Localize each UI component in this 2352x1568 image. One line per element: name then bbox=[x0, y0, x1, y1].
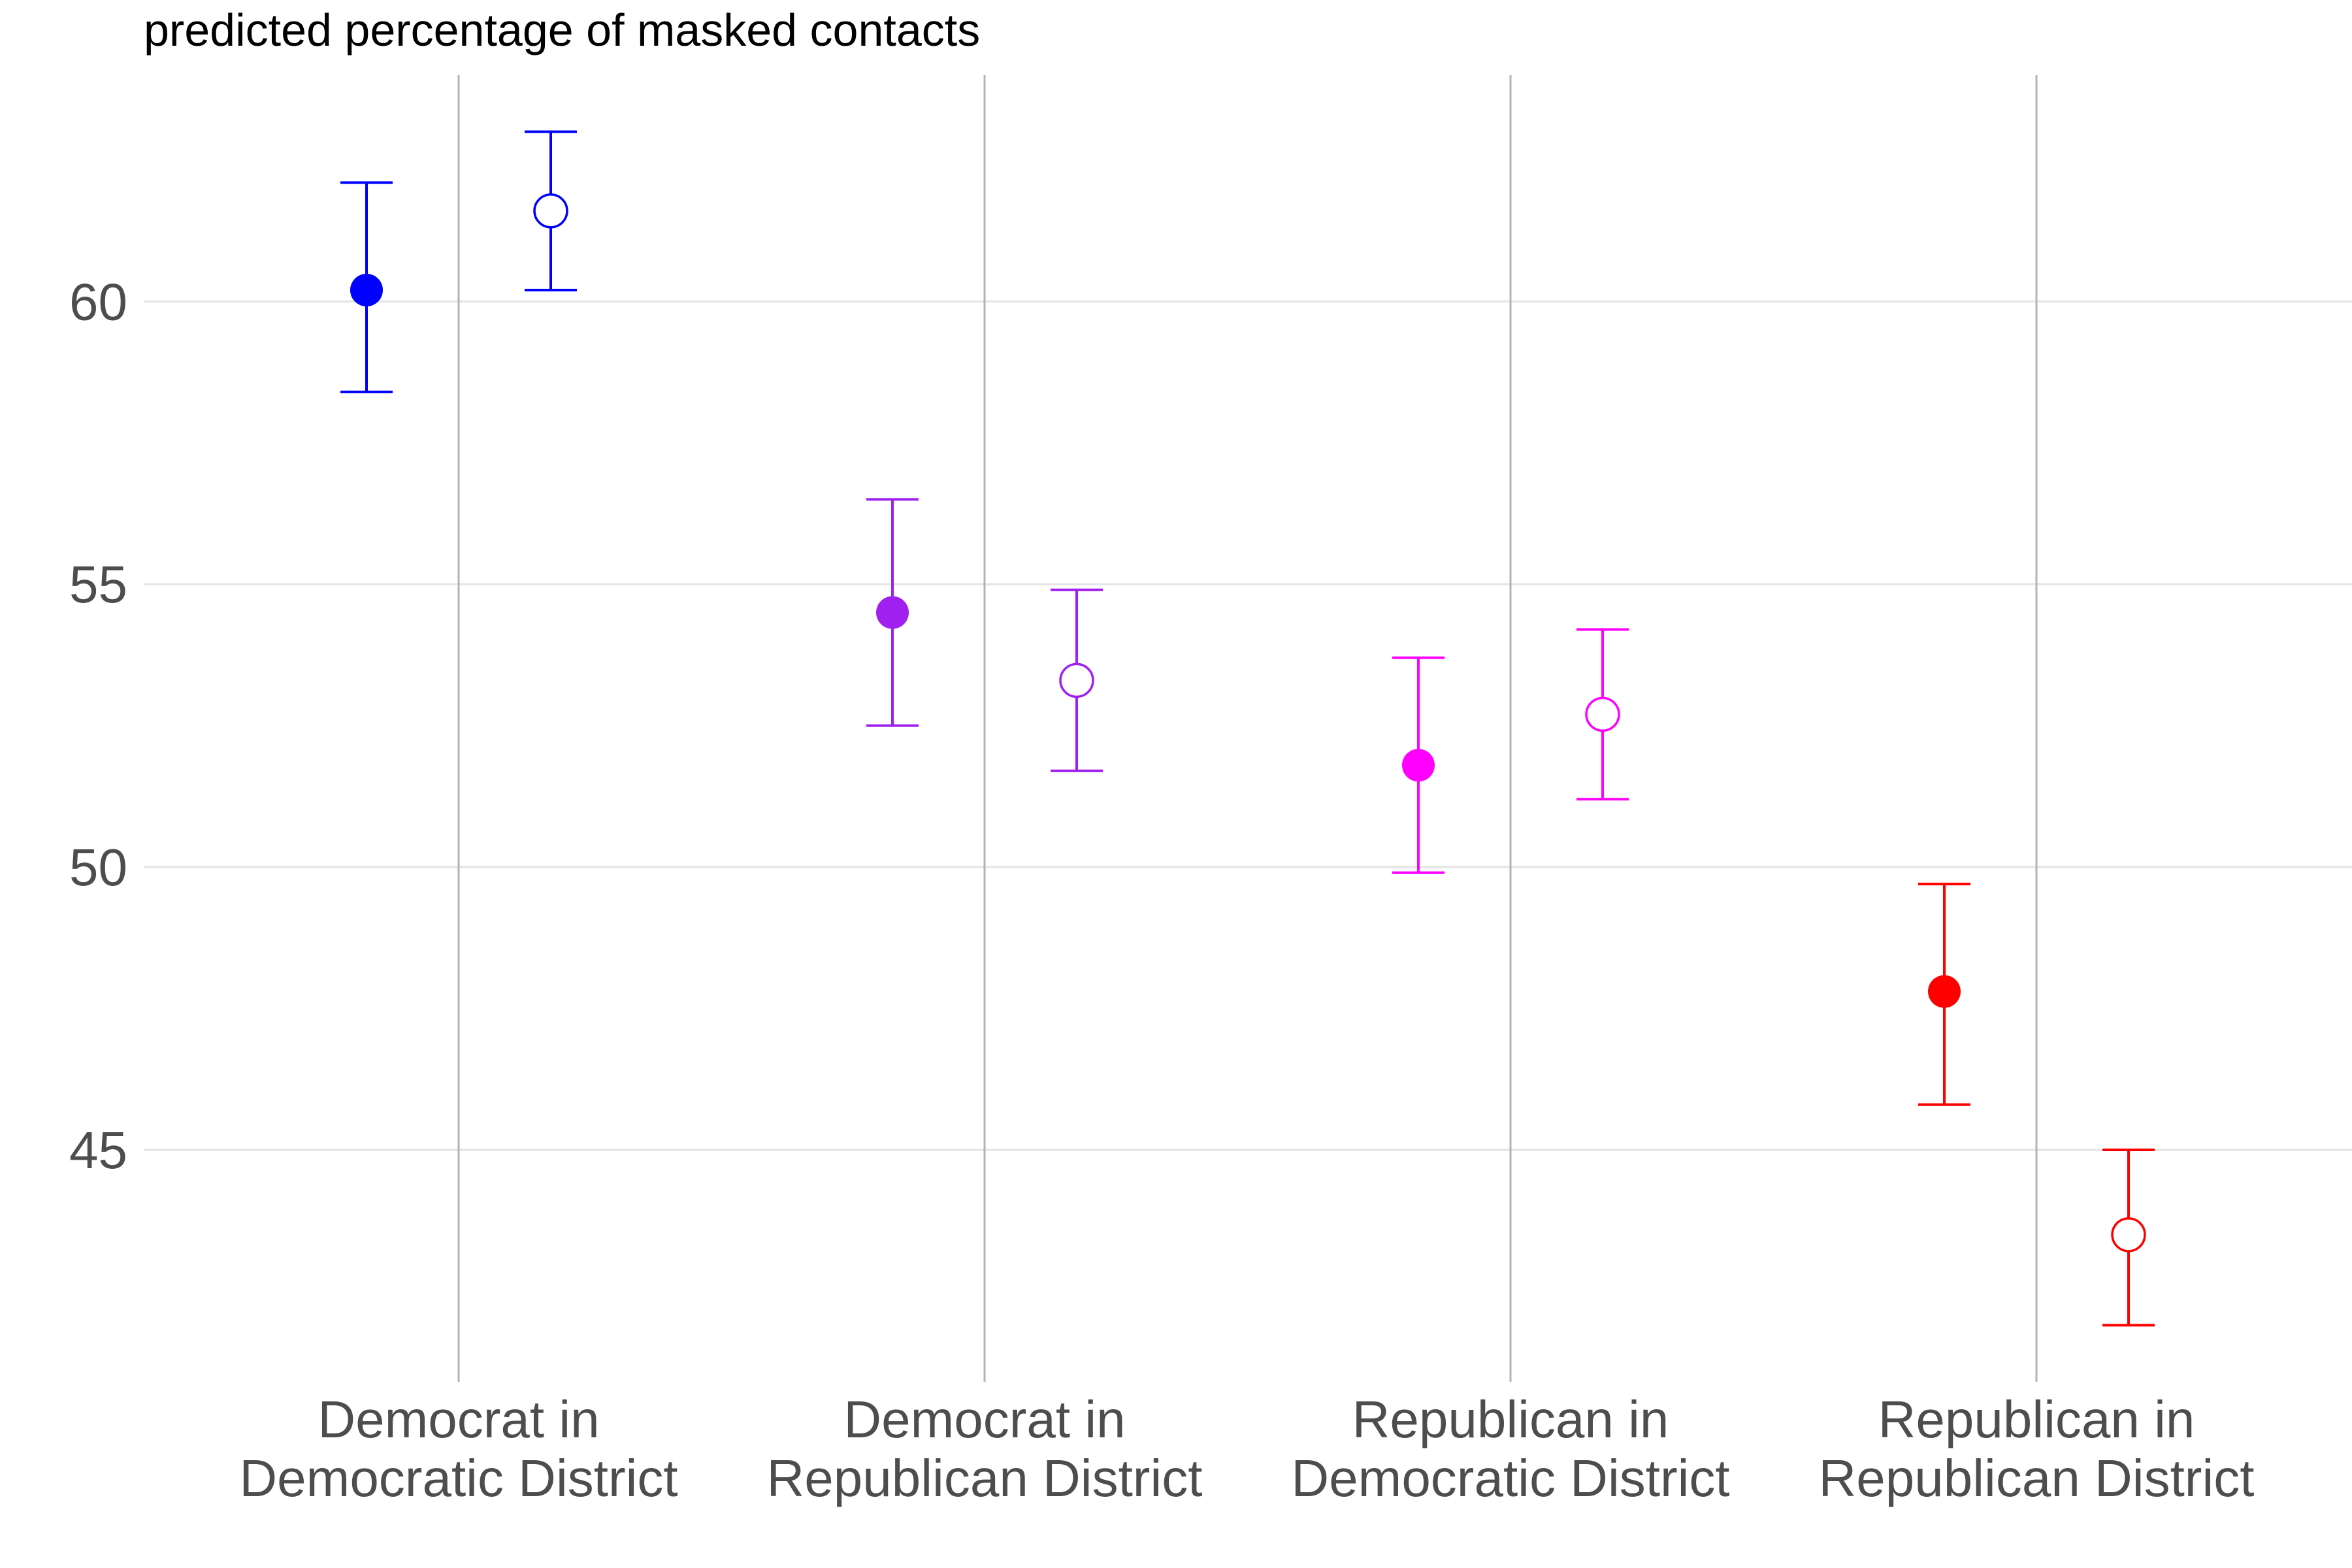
point-filled bbox=[1402, 749, 1435, 782]
plot-area bbox=[340, 130, 2155, 1327]
x-tick-label: Republican in Republican District bbox=[1819, 1390, 2255, 1507]
point-filled bbox=[876, 596, 909, 629]
grid bbox=[144, 75, 2352, 1382]
y-axis: 45 50 55 60 bbox=[69, 272, 127, 1179]
x-axis: Democrat in Democratic District Democrat i… bbox=[239, 1390, 2254, 1507]
point-open bbox=[1059, 662, 1094, 698]
y-tick-label: 55 bbox=[69, 555, 127, 613]
y-tick-label: 50 bbox=[69, 838, 127, 896]
point-filled bbox=[350, 274, 383, 307]
y-tick-label: 45 bbox=[69, 1121, 127, 1179]
point-open bbox=[533, 193, 568, 229]
chart-title: predicted percentage of masked contacts bbox=[144, 5, 980, 56]
point-open bbox=[2111, 1217, 2146, 1252]
point-open bbox=[1585, 696, 1620, 732]
x-tick-label: Democrat in Democratic District bbox=[239, 1390, 678, 1507]
x-tick-label: Democrat in Republican District bbox=[767, 1390, 1203, 1507]
point-filled bbox=[1928, 975, 1961, 1008]
x-tick-label: Republican in Democratic District bbox=[1291, 1390, 1729, 1507]
y-tick-label: 60 bbox=[69, 272, 127, 331]
